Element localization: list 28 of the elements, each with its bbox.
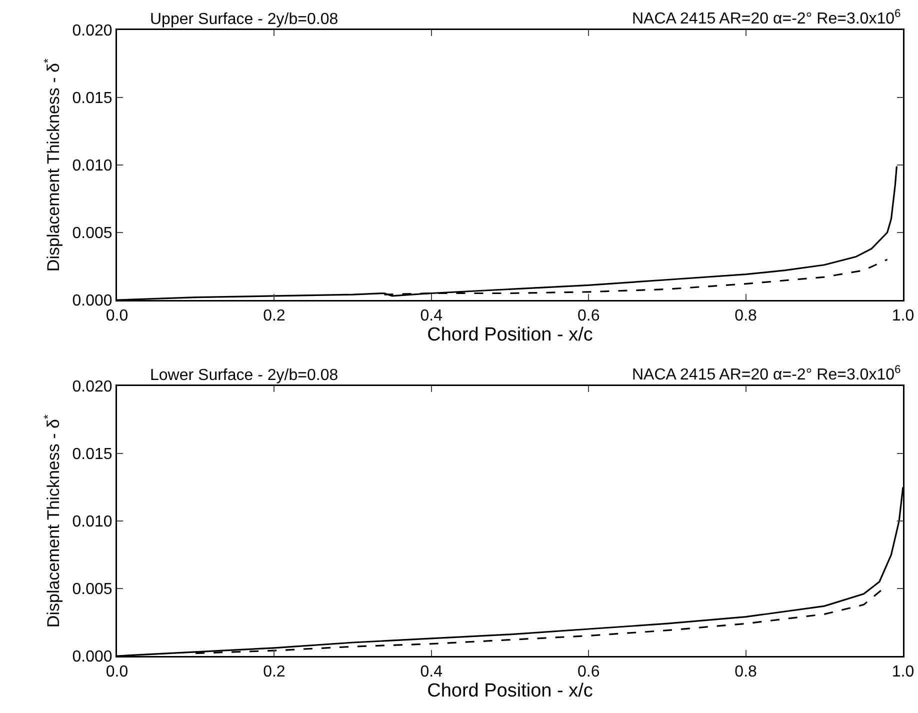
- chart-title: Lower Surface - 2y/b=0.08: [150, 367, 338, 384]
- x-tick-label: 0.8: [734, 308, 758, 325]
- y-tick-label: 0.015: [72, 446, 112, 464]
- x-tick-label: 0.6: [577, 308, 600, 325]
- y-tick-label: 0.020: [72, 22, 112, 40]
- y-tick-label: 0.005: [72, 225, 112, 242]
- x-tick-label: 0.0: [106, 308, 128, 325]
- chart-title: Upper Surface - 2y/b=0.08: [150, 11, 338, 28]
- x-axis-title: Chord Position - x/c: [427, 680, 593, 702]
- y-tick-label: 0.015: [72, 90, 112, 108]
- x-tick-label: 0.4: [420, 308, 443, 325]
- chart-subtitle: NACA 2415 AR=20 α=-2° Re=3.0x10$^{6}$: [632, 8, 901, 28]
- x-tick-label: 1.0: [892, 664, 914, 681]
- x-tick-label: 0.4: [420, 664, 443, 681]
- y-tick-label: 0.005: [72, 581, 112, 598]
- y-tick-label: 0.020: [72, 378, 112, 396]
- x-axis-title: Chord Position - x/c: [427, 324, 593, 346]
- y-tick-label: 0.000: [72, 292, 112, 310]
- x-tick-label: 0.6: [577, 664, 600, 681]
- x-tick-label: 0.8: [734, 664, 758, 681]
- x-tick-label: 1.0: [892, 308, 914, 325]
- y-tick-label: 0.010: [72, 158, 112, 175]
- x-tick-label: 0.2: [263, 308, 286, 325]
- y-tick-label: 0.010: [72, 514, 112, 531]
- x-tick-label: 0.0: [106, 664, 128, 681]
- x-tick-label: 0.2: [263, 664, 286, 681]
- chart-subtitle: NACA 2415 AR=20 α=-2° Re=3.0x10$^{6}$: [632, 364, 901, 384]
- y-tick-label: 0.000: [72, 648, 112, 666]
